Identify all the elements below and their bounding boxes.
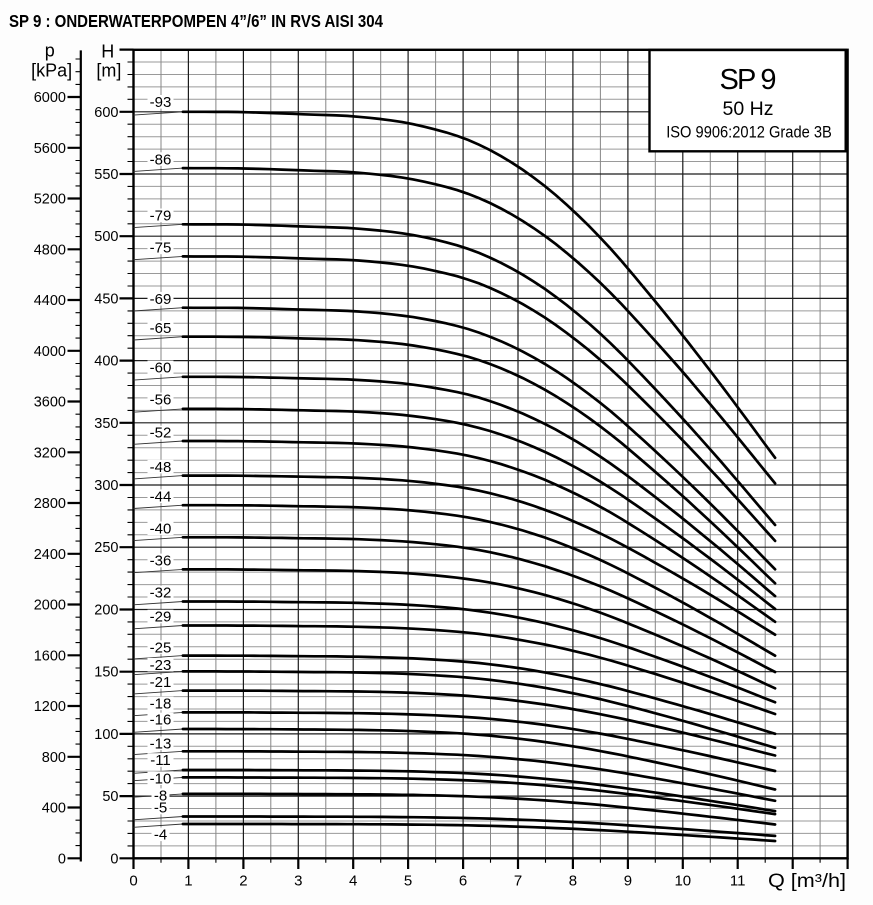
svg-text:-8: -8 [154,787,167,804]
svg-text:-16: -16 [150,712,172,729]
svg-text:SP 9 : ONDERWATERPOMPEN 4”/6”: SP 9 : ONDERWATERPOMPEN 4”/6” IN RVS AIS… [9,11,383,31]
svg-text:-5: -5 [154,800,167,817]
svg-text:10: 10 [674,873,691,890]
svg-text:9: 9 [624,873,632,890]
svg-text:4800: 4800 [34,242,66,258]
svg-text:5: 5 [404,873,412,890]
svg-text:-79: -79 [150,208,172,225]
svg-text:3200: 3200 [34,445,66,461]
svg-text:-60: -60 [150,360,172,377]
svg-text:0: 0 [110,851,118,867]
svg-text:-69: -69 [150,291,172,308]
svg-text:-86: -86 [150,151,172,168]
svg-text:7: 7 [514,873,522,890]
svg-text:8: 8 [569,873,577,890]
svg-text:ISO 9906:2012 Grade 3B: ISO 9906:2012 Grade 3B [666,123,832,142]
svg-text:4400: 4400 [34,293,66,309]
svg-text:0: 0 [129,873,137,890]
svg-text:-13: -13 [150,736,172,753]
svg-text:0: 0 [58,851,66,867]
svg-text:400: 400 [94,354,118,370]
svg-text:-29: -29 [150,609,172,626]
svg-text:500: 500 [94,229,118,245]
svg-text:-56: -56 [150,392,172,409]
svg-text:600: 600 [94,105,118,121]
svg-text:-18: -18 [150,696,172,713]
svg-text:450: 450 [94,291,118,307]
svg-text:-40: -40 [150,521,172,538]
svg-text:6000: 6000 [34,90,66,106]
svg-text:1600: 1600 [34,648,66,664]
svg-text:H: H [101,42,114,62]
svg-text:3: 3 [294,873,302,890]
svg-text:2800: 2800 [34,496,66,512]
svg-text:50 Hz: 50 Hz [723,98,774,120]
svg-text:-4: -4 [154,827,167,844]
svg-text:p: p [45,41,55,61]
svg-text:1200: 1200 [34,699,66,715]
svg-text:-48: -48 [150,459,172,476]
svg-text:300: 300 [94,478,118,494]
svg-text:350: 350 [94,416,118,432]
svg-text:400: 400 [42,801,66,817]
svg-text:800: 800 [42,750,66,766]
svg-text:250: 250 [94,540,118,556]
svg-text:Q [m³/h]: Q [m³/h] [768,871,846,892]
svg-text:-32: -32 [150,585,172,602]
svg-text:6: 6 [459,873,467,890]
svg-text:-11: -11 [150,752,171,769]
svg-text:-93: -93 [150,94,172,111]
svg-text:-25: -25 [150,639,172,656]
svg-text:[m]: [m] [96,61,121,81]
svg-text:-75: -75 [150,240,172,257]
svg-text:5600: 5600 [34,141,66,157]
svg-text:-23: -23 [150,657,172,674]
svg-text:550: 550 [94,167,118,183]
svg-text:100: 100 [94,727,118,743]
svg-text:4000: 4000 [34,344,66,360]
svg-text:-36: -36 [150,553,172,570]
svg-text:11: 11 [730,873,746,890]
svg-text:1: 1 [184,873,192,890]
svg-text:2000: 2000 [34,598,66,614]
svg-text:-65: -65 [150,320,172,337]
svg-text:-10: -10 [150,770,172,787]
svg-text:150: 150 [94,665,118,681]
svg-text:200: 200 [94,603,118,619]
svg-text:-44: -44 [150,488,172,505]
svg-text:SP 9: SP 9 [720,64,777,96]
svg-text:50: 50 [102,789,118,805]
svg-text:2: 2 [239,873,247,890]
svg-text:2400: 2400 [34,547,66,563]
svg-text:-52: -52 [150,425,172,442]
svg-text:3600: 3600 [34,395,66,411]
svg-text:-21: -21 [150,674,172,691]
svg-text:5200: 5200 [34,192,66,208]
svg-text:4: 4 [349,873,357,890]
svg-text:[kPa]: [kPa] [31,61,72,81]
